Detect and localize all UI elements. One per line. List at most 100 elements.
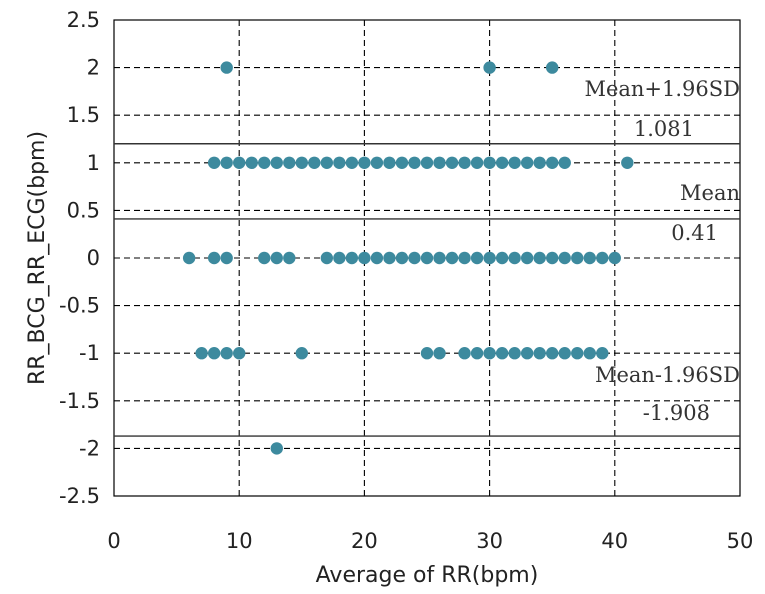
reference-lines (114, 143, 740, 437)
data-point (458, 347, 471, 360)
data-point (583, 251, 596, 265)
data-point (245, 156, 258, 169)
reference-value: -1.908 (643, 401, 710, 425)
data-point (470, 156, 484, 169)
data-point (408, 251, 421, 265)
y-tick-label: 1 (87, 151, 100, 175)
y-tick-label: 1.5 (67, 103, 100, 127)
data-point (320, 251, 334, 265)
data-point (333, 251, 346, 265)
data-point (558, 251, 571, 265)
y-tick-label: -2 (79, 436, 100, 460)
y-tick-label: 0 (87, 246, 100, 270)
data-point (483, 156, 496, 169)
data-point (583, 347, 596, 360)
data-point (333, 156, 346, 169)
data-point (233, 156, 246, 169)
grid-lines (114, 20, 740, 496)
data-point (370, 251, 384, 265)
data-point (295, 347, 308, 360)
x-tick-labels: 0 10 20 30 40 50 (107, 529, 753, 553)
data-point (420, 251, 434, 265)
y-tick-label: 2 (87, 56, 100, 80)
data-point (420, 156, 434, 169)
data-point (220, 347, 233, 360)
data-point (370, 156, 384, 169)
data-point (270, 251, 283, 265)
data-point (345, 156, 359, 169)
data-point (195, 347, 208, 360)
data-point (470, 347, 484, 360)
data-point (596, 347, 609, 360)
data-point (270, 156, 283, 169)
data-point (433, 156, 446, 169)
data-point (358, 251, 371, 265)
data-point (270, 442, 283, 455)
x-tick-label: 40 (601, 529, 628, 553)
data-point (433, 251, 446, 265)
data-point (508, 156, 521, 169)
data-point (533, 347, 546, 360)
reference-label: Mean-1.96SD (595, 363, 740, 387)
data-point (295, 156, 308, 169)
data-point (383, 156, 396, 169)
data-point (533, 251, 546, 265)
data-point (483, 347, 496, 360)
data-point (571, 347, 584, 360)
data-point (383, 251, 396, 265)
data-point (458, 251, 471, 265)
data-point (495, 251, 509, 265)
y-tick-labels: 2.5 2 1.5 1 0.5 0 -0.5 -1 -1.5 -2 -2.5 (59, 8, 100, 508)
data-point (445, 251, 459, 265)
data-point (495, 156, 509, 169)
reference-value: 0.41 (671, 221, 718, 245)
data-point (207, 156, 221, 169)
data-point (258, 156, 271, 169)
data-point (470, 251, 484, 265)
y-tick-label: -0.5 (59, 294, 100, 318)
data-point (508, 347, 521, 360)
data-point (508, 251, 521, 265)
data-point (558, 347, 571, 360)
reference-annotations: Mean+1.96SD 1.081 Mean 0.41 Mean-1.96SD -1.90… (584, 77, 740, 425)
data-point (520, 347, 534, 360)
reference-label: Mean+1.96SD (584, 77, 740, 101)
data-point (445, 156, 459, 169)
y-axis-label: RR_BCG_RR_ECG(bpm) (25, 131, 50, 385)
y-tick-label: -1 (79, 341, 100, 365)
data-point (420, 347, 434, 360)
data-point (345, 251, 359, 265)
data-point (233, 347, 246, 360)
x-tick-label: 0 (107, 529, 120, 553)
data-point (182, 251, 196, 265)
y-tick-label: 0.5 (67, 198, 100, 222)
data-point (546, 156, 559, 169)
data-point (433, 347, 446, 360)
data-point (520, 156, 534, 169)
x-axis-label: Average of RR(bpm) (316, 563, 539, 588)
x-tick-label: 20 (351, 529, 378, 553)
data-point (483, 251, 496, 265)
data-point (220, 251, 233, 265)
data-point (546, 61, 559, 74)
data-point (283, 251, 296, 265)
data-point (207, 251, 221, 265)
x-tick-label: 10 (226, 529, 253, 553)
data-point (608, 251, 621, 265)
data-point (308, 156, 321, 169)
data-point (358, 156, 371, 169)
data-point (258, 251, 271, 265)
data-point (621, 156, 634, 169)
data-point (283, 156, 296, 169)
data-point (520, 251, 534, 265)
data-point (533, 156, 546, 169)
data-point (395, 251, 409, 265)
data-point (546, 347, 559, 360)
y-tick-label: -2.5 (59, 484, 100, 508)
data-point (458, 156, 471, 169)
data-point (571, 251, 584, 265)
data-point (220, 61, 233, 74)
data-point (408, 156, 421, 169)
y-tick-label: -1.5 (59, 389, 100, 413)
